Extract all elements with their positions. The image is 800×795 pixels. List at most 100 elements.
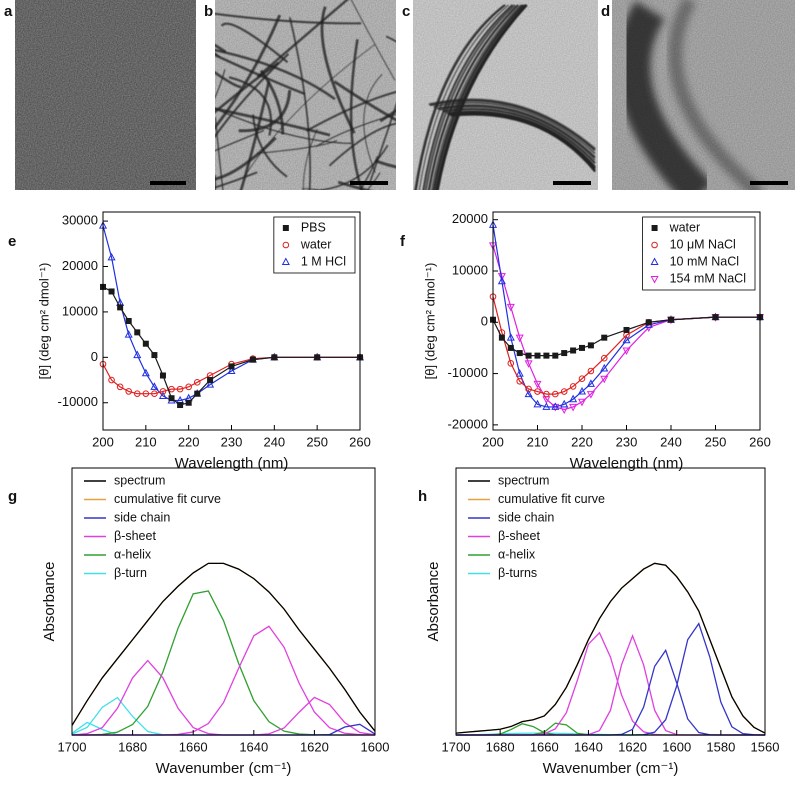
marker	[228, 363, 235, 370]
marker	[159, 388, 167, 395]
fiber	[220, 22, 289, 63]
fiber	[366, 172, 381, 190]
panel-label: b	[204, 3, 213, 20]
marker	[577, 398, 587, 407]
fiber	[359, 155, 379, 190]
fiber	[431, 4, 522, 190]
fiber	[239, 81, 271, 190]
fiber	[433, 4, 524, 190]
marker	[525, 385, 532, 393]
marker	[586, 379, 595, 387]
series-line	[456, 622, 766, 736]
x-tick-label: 240	[263, 434, 285, 449]
marker	[108, 288, 115, 295]
marker	[516, 377, 524, 385]
marker	[116, 383, 124, 391]
panel-label: a	[4, 3, 13, 20]
series-line	[72, 590, 375, 736]
legend-label: side chain	[498, 510, 554, 524]
fiber	[385, 35, 396, 43]
fiber	[302, 128, 318, 190]
marker	[622, 335, 631, 344]
fiber	[443, 108, 596, 164]
series-line	[492, 296, 760, 395]
series-line	[456, 634, 765, 736]
x-tick-label: 260	[349, 434, 371, 449]
marker	[524, 360, 533, 368]
series-line	[492, 245, 760, 411]
fiber	[418, 4, 509, 190]
marker	[534, 352, 541, 359]
marker	[560, 388, 568, 395]
y-tick-label: 20000	[452, 211, 488, 226]
marker	[497, 276, 506, 285]
micrograph-a	[15, 0, 196, 190]
x-tick-label: 1620	[618, 739, 647, 754]
y-tick-label: -20000	[448, 416, 488, 431]
x-tick-label: 1660	[530, 739, 559, 754]
marker	[578, 375, 586, 383]
marker	[586, 391, 595, 399]
legend-label: cumulative fit curve	[498, 492, 605, 506]
legend-label: water	[300, 237, 332, 251]
x-tick-label: 1560	[751, 739, 780, 754]
y-axis-label: Absorbance	[41, 561, 58, 641]
marker	[600, 363, 609, 372]
fiber	[215, 171, 258, 189]
marker	[282, 225, 289, 231]
fiber	[428, 98, 596, 150]
marker	[133, 350, 142, 359]
legend-label: spectrum	[114, 473, 165, 487]
fiber	[215, 129, 265, 152]
x-tick-label: 1700	[58, 739, 87, 754]
y-axis-label: Absorbance	[425, 561, 442, 641]
fiber	[215, 61, 280, 114]
x-tick-label: 1620	[300, 739, 329, 754]
marker	[552, 352, 559, 359]
fiber	[313, 144, 389, 190]
x-tick-label: 1680	[118, 739, 147, 754]
x-tick-label: 240	[660, 434, 682, 449]
series-line	[72, 625, 376, 736]
marker	[668, 316, 674, 323]
fiber	[451, 114, 596, 172]
fiber	[215, 53, 306, 96]
x-tick-label: 1580	[706, 739, 735, 754]
marker	[552, 390, 559, 398]
fiber	[215, 136, 277, 181]
marker	[516, 350, 523, 357]
y-tick-label: 30000	[62, 213, 98, 228]
marker	[515, 369, 524, 377]
marker	[151, 352, 158, 359]
fiber	[215, 70, 242, 89]
x-tick-label: 200	[92, 434, 114, 449]
fiber	[215, 69, 226, 99]
x-tick-label: 210	[135, 434, 157, 449]
series-line	[71, 562, 376, 732]
fiber	[215, 48, 336, 101]
panel-label: e	[8, 233, 16, 250]
marker	[281, 257, 290, 265]
fiber	[415, 4, 506, 190]
y-tick-label: 0	[481, 314, 488, 329]
y-tick-label: -10000	[58, 394, 98, 409]
marker	[570, 347, 577, 354]
legend: water 10 μM NaCl 10 mM NaCl 154 mM NaCl	[642, 216, 756, 291]
marker	[622, 347, 631, 356]
fiber	[333, 80, 396, 122]
marker	[151, 390, 158, 397]
fiber	[256, 0, 349, 78]
fiber	[424, 4, 516, 190]
marker	[651, 225, 658, 231]
legend: PBS water 1 M HCl	[273, 216, 356, 274]
series-line	[71, 721, 375, 736]
legend-label: β-sheet	[114, 529, 156, 543]
fiber	[328, 122, 396, 167]
marker	[117, 304, 124, 311]
x-axis-label: Wavelength (nm)	[570, 455, 684, 472]
marker	[206, 380, 215, 388]
marker	[601, 334, 608, 341]
marker	[577, 386, 587, 395]
series-line	[72, 723, 376, 736]
marker	[650, 257, 659, 265]
